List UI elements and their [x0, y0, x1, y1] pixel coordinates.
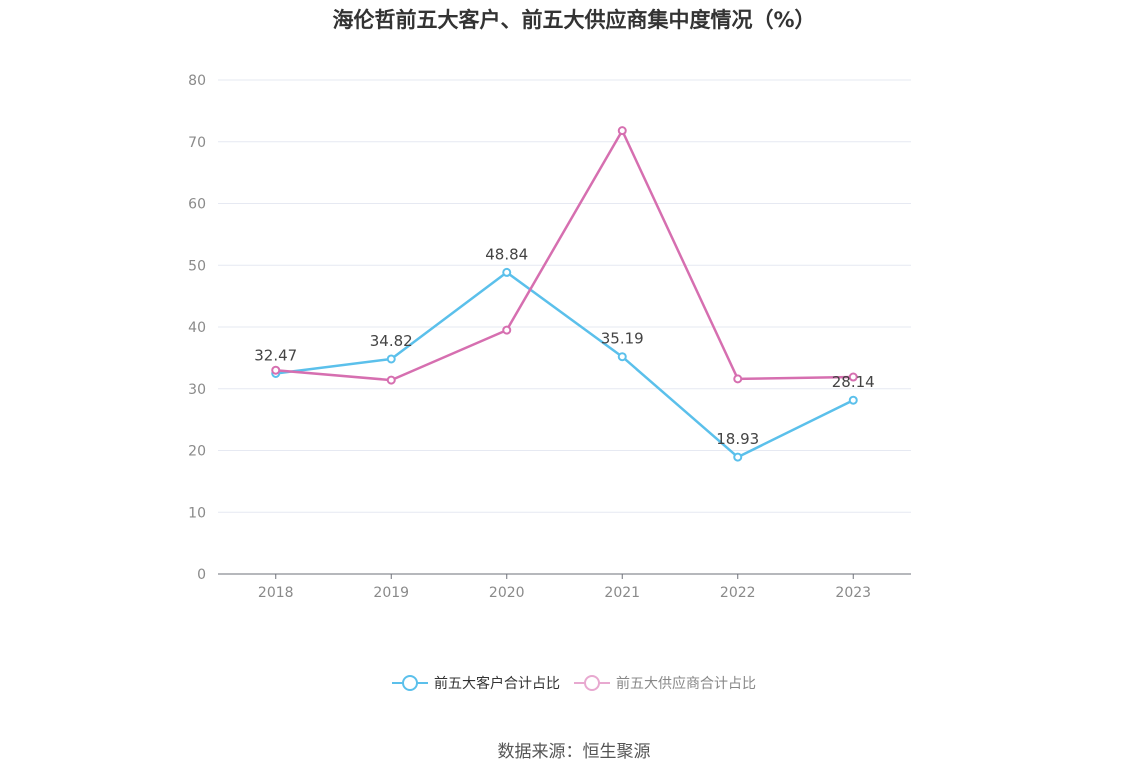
data-point	[502, 325, 512, 335]
data-point	[733, 452, 743, 462]
data-label: 18.93	[716, 430, 759, 448]
y-tick-label: 40	[188, 320, 206, 336]
series-line-1	[275, 129, 854, 382]
x-tick-label: 2020	[489, 585, 525, 601]
legend-item-suppliers[interactable]: 前五大供应商合计占比	[574, 673, 756, 693]
y-tick-label: 0	[197, 567, 206, 583]
data-point	[848, 395, 858, 405]
x-tick-label: 2023	[835, 585, 871, 601]
legend-swatch-customers	[392, 673, 428, 693]
x-tick-label: 2022	[720, 585, 756, 601]
data-label: 34.82	[370, 332, 413, 350]
data-point	[386, 354, 396, 364]
data-point	[617, 352, 627, 362]
y-tick-label: 50	[188, 258, 206, 274]
data-point	[502, 267, 512, 277]
series-layer	[271, 126, 858, 462]
data-label: 35.19	[601, 330, 644, 348]
y-axis-ticks: 0 10 20 30 40 50 60 70 80	[188, 73, 206, 583]
data-point	[848, 372, 858, 382]
legend-label-customers: 前五大客户合计占比	[434, 676, 560, 692]
data-label: 32.47	[254, 346, 297, 364]
legend-swatch-suppliers	[574, 673, 610, 693]
series-line-0	[275, 271, 854, 459]
x-axis: 2018 2019 2020 2021 2022 2023	[218, 573, 911, 601]
data-source: 数据来源：恒生聚源	[497, 742, 651, 762]
y-tick-label: 60	[188, 197, 206, 213]
data-point	[733, 374, 743, 384]
data-point	[386, 375, 396, 385]
y-tick-label: 10	[188, 505, 206, 521]
legend-label-suppliers: 前五大供应商合计占比	[616, 676, 756, 692]
x-tick-label: 2018	[258, 585, 294, 601]
data-point	[617, 126, 627, 136]
chart-title: 海伦哲前五大客户、前五大供应商集中度情况（%）	[332, 8, 816, 32]
legend: 前五大客户合计占比 前五大供应商合计占比	[0, 673, 1148, 693]
x-tick-label: 2019	[373, 585, 409, 601]
y-tick-label: 80	[188, 73, 206, 89]
data-label: 28.14	[832, 373, 875, 391]
y-tick-label: 30	[188, 382, 206, 398]
data-label: 48.84	[485, 245, 528, 263]
legend-item-customers[interactable]: 前五大客户合计占比	[392, 673, 560, 693]
y-tick-label: 20	[188, 444, 206, 460]
x-tick-label: 2021	[604, 585, 640, 601]
grid-lines	[218, 79, 911, 513]
data-point	[271, 365, 281, 375]
data-labels: 32.47 34.82 48.84 35.19 18.93 28.14	[254, 245, 874, 448]
y-tick-label: 70	[188, 135, 206, 151]
